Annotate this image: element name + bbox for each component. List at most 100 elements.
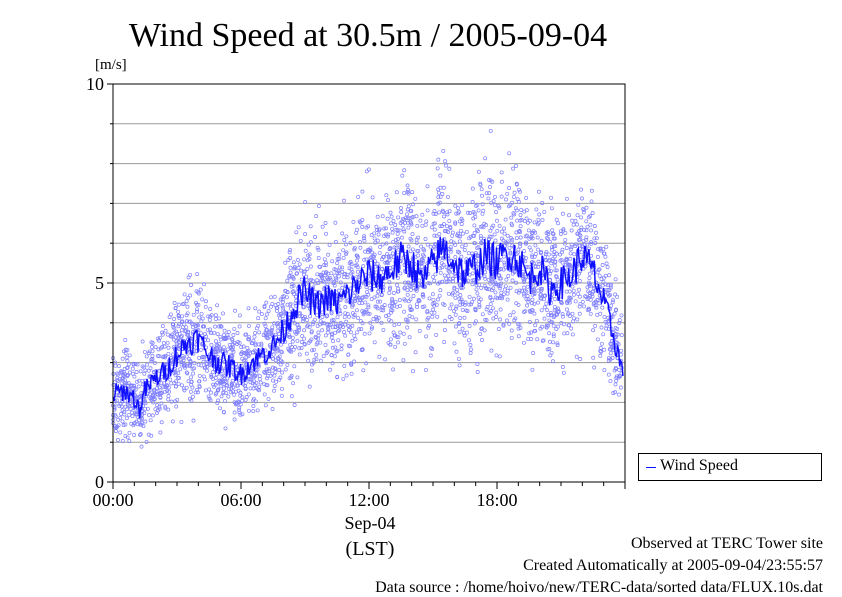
data-point [197,315,202,320]
data-point [532,286,536,291]
data-point [419,244,424,249]
data-point [322,257,327,262]
data-point [562,331,567,336]
data-point [590,294,595,299]
data-point [599,325,604,330]
data-point [258,380,263,385]
data-point [494,210,498,215]
data-point [217,324,222,329]
data-point [550,320,555,325]
data-point [498,317,503,322]
data-point [330,361,335,366]
data-point [484,318,489,323]
data-point [534,207,539,212]
data-point [518,241,523,246]
data-point [336,274,341,279]
data-point [595,255,600,259]
data-point [302,269,307,274]
data-point [355,269,360,274]
data-point [272,384,277,388]
data-point [255,367,260,372]
data-point [588,311,593,316]
data-point [571,222,576,227]
data-point [425,208,430,213]
data-point [508,313,513,318]
data-point [132,386,137,390]
data-point [613,292,618,297]
data-point [295,375,300,380]
data-point [197,373,202,378]
data-point [315,323,320,328]
data-point [318,340,323,345]
data-point [384,314,389,318]
data-point [500,296,505,301]
data-point [263,403,268,408]
data-point [348,240,353,245]
data-point [521,280,526,284]
data-point [603,254,608,259]
data-point [229,354,234,359]
data-point [509,335,514,340]
data-point [340,265,345,270]
data-point [514,280,519,285]
data-point [608,351,613,356]
data-point [182,388,187,393]
data-point [555,341,560,346]
data-point [374,314,379,319]
data-point [594,236,599,241]
data-point [155,392,160,397]
data-point [163,384,168,389]
data-point [358,245,363,250]
data-point [619,333,624,338]
data-point [360,295,365,300]
data-point [213,324,218,329]
data-point [507,151,512,156]
data-point [384,241,389,246]
data-point [425,308,430,313]
data-point [499,170,504,175]
data-point [550,256,555,261]
data-point [198,287,203,292]
data-point [410,215,415,220]
data-point [224,336,229,341]
data-point [285,290,290,295]
data-point [279,349,284,354]
data-point [127,412,132,417]
data-point [597,301,602,306]
data-point [337,328,342,333]
data-point [413,350,418,355]
data-point [488,294,493,299]
data-point [144,354,149,359]
data-point [508,285,513,290]
data-point [417,298,422,303]
data-point [253,306,258,311]
data-point [460,307,465,312]
data-point [524,233,529,238]
data-point [413,196,418,201]
data-point [499,236,504,241]
data-point [457,329,462,334]
data-point [314,352,319,357]
data-point [568,313,572,318]
data-point [287,332,291,337]
data-point [499,179,504,184]
data-point [395,228,400,233]
data-point [510,223,515,228]
data-point [157,405,162,410]
data-point [265,376,269,381]
data-point [515,250,520,255]
data-point [571,288,576,293]
data-point [353,263,358,268]
data-point [288,256,293,260]
data-point [200,324,205,329]
data-point [196,302,201,307]
data-point [303,200,308,205]
data-point [172,317,177,321]
data-point [297,311,302,316]
data-point [275,328,280,333]
data-point [359,327,364,332]
data-point [493,194,497,199]
data-point [503,217,508,222]
data-point [317,264,322,269]
x-tick-label: 18:00 [476,490,517,510]
